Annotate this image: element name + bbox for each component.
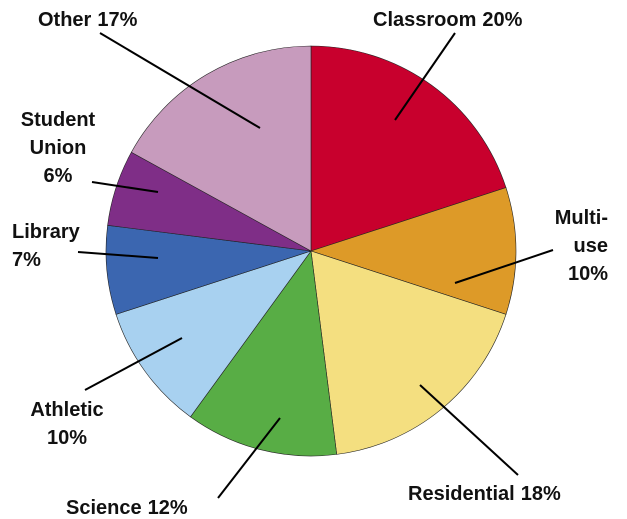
leader-line [84, 337, 183, 391]
category-label: Student Union [20, 109, 96, 159]
slice-label: Athletic 10% [12, 396, 122, 452]
pie-slice [130, 45, 312, 252]
leader-line [454, 249, 554, 284]
leader-line [394, 32, 456, 121]
slice-label: Science 12% [66, 494, 226, 519]
slice-label: Student Union 6% [8, 106, 108, 190]
leader-line [99, 32, 261, 129]
category-label: Science [66, 497, 142, 519]
value-label: 18% [520, 483, 561, 505]
slice-label: Residential 18% [408, 480, 618, 508]
leader-line [217, 417, 281, 499]
value-label: 6% [43, 165, 73, 187]
slice-label: Multi-use 10% [540, 204, 608, 288]
slice-label: Library 7% [12, 218, 112, 274]
value-label: 12% [147, 497, 188, 519]
leader-line [419, 384, 519, 476]
category-label: Residential [408, 483, 515, 505]
pie-slice [115, 250, 312, 418]
category-label: Other [38, 9, 92, 31]
pie-slice [190, 250, 338, 457]
category-label: Library [12, 221, 80, 243]
value-label: 20% [482, 9, 523, 31]
category-label: Athletic [30, 399, 104, 421]
category-label: Classroom [373, 9, 477, 31]
value-label: 17% [97, 9, 138, 31]
slice-label: Other 17% [38, 6, 188, 34]
pie-slice [310, 45, 507, 252]
leader-line [91, 181, 159, 193]
leader-line [77, 251, 159, 259]
value-label: 10% [567, 263, 608, 285]
slice-label: Classroom 20% [373, 6, 573, 34]
category-label: Multi-use [554, 207, 608, 257]
value-label: 7% [12, 249, 41, 271]
pie-slice [310, 250, 507, 455]
pie-slice [310, 187, 517, 315]
value-label: 10% [46, 427, 88, 449]
